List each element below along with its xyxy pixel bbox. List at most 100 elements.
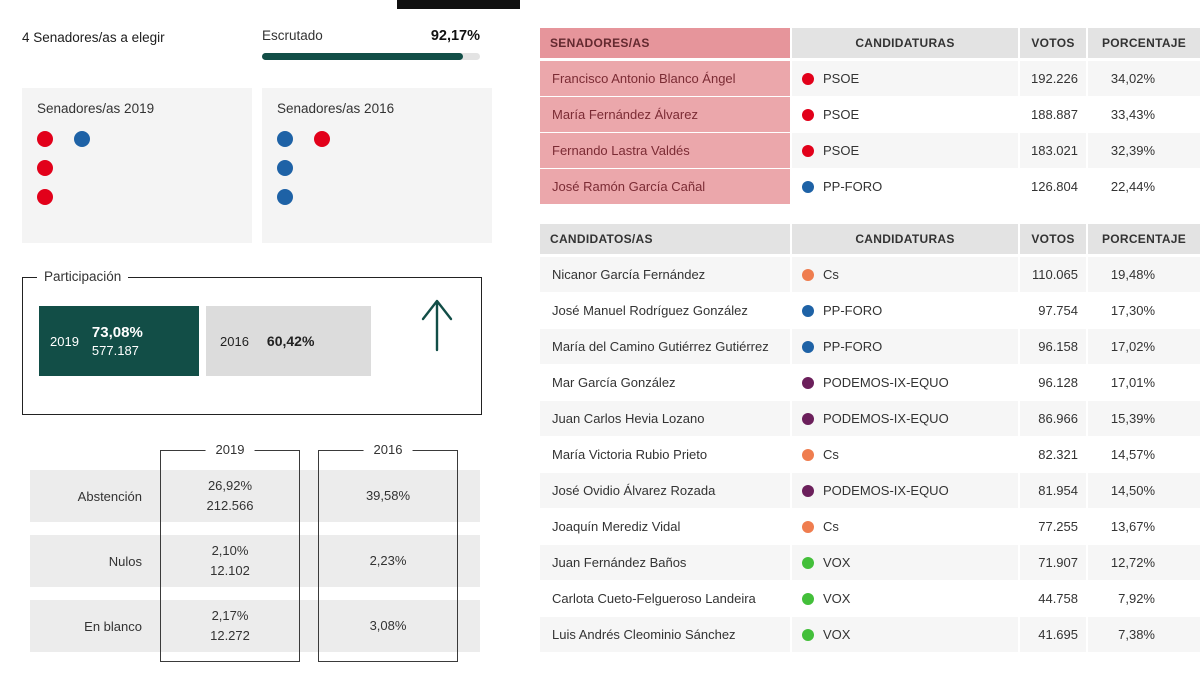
party-color-dot [802,304,814,317]
table-row: Nicanor García Fernández Cs 110.065 19,4… [540,257,1200,292]
percentage-value: 14,50% [1088,473,1200,508]
table-row: Juan Fernández Baños VOX 71.907 12,72% [540,545,1200,580]
party-label: PP-FORO [823,339,883,354]
escrutado-summary: Escrutado 92,17% [262,28,480,44]
candidatura-cell: Cs [792,437,1018,472]
seat-dot [277,131,293,147]
party-color-dot [802,412,814,425]
breakdown-2019-count: 12.102 [210,563,250,578]
breakdown-2019-box: 2019 [160,442,300,662]
participacion-2016-year: 2016 [220,333,249,349]
party-label: PSOE [823,71,860,86]
percentage-value: 34,02% [1088,61,1200,96]
seat-dot-row [277,131,477,147]
participacion-2019: 2019 73,08% 577.187 [39,306,199,376]
party-label: PSOE [823,143,860,158]
candidate-name: Juan Fernández Baños [540,545,790,580]
votes-value: 96.158 [1020,329,1086,364]
breakdown-2019-cell: 26,92% 212.566 [160,470,300,522]
party-color-dot [802,628,814,641]
percentage-value: 12,72% [1088,545,1200,580]
percentage-value: 14,57% [1088,437,1200,472]
party-color-dot [802,592,814,605]
seat-dot-row [277,189,477,205]
percentage-value: 19,48% [1088,257,1200,292]
party-color-dot [802,144,814,157]
breakdown-2016-pct: 2,23% [369,553,407,568]
votes-value: 126.804 [1020,169,1086,204]
table-row: José Ovidio Álvarez Rozada PODEMOS-IX-EQ… [540,473,1200,508]
percentage-value: 32,39% [1088,133,1200,168]
seats-to-elect-title: 4 Senadores/as a elegir [22,30,165,45]
header-votos: VOTOS [1020,28,1086,58]
seat-dot-row [37,189,237,205]
table-row: José Manuel Rodríguez González PP-FORO 9… [540,293,1200,328]
header-candidatos: CANDIDATOS/AS [540,224,790,254]
seat-dot-row [277,160,477,176]
escrutado-progress-bar [262,53,480,60]
table-row: Luis Andrés Cleominio Sánchez VOX 41.695… [540,617,1200,652]
party-label: VOX [823,627,851,642]
candidate-name: Joaquín Merediz Vidal [540,509,790,544]
votes-value: 183.021 [1020,133,1086,168]
table-row: Francisco Antonio Blanco Ángel PSOE 192.… [540,61,1200,96]
table-row: Carlota Cueto-Felgueroso Landeira VOX 44… [540,581,1200,616]
breakdown-row: Abstención 26,92% 212.566 39,58% [30,470,480,522]
candidatura-cell: PODEMOS-IX-EQUO [792,365,1018,400]
percentage-value: 17,30% [1088,293,1200,328]
seat-dot [37,131,53,147]
escrutado-value: 92,17% [430,28,480,44]
percentage-value: 13,67% [1088,509,1200,544]
breakdown-2016-pct: 3,08% [369,618,407,633]
candidatura-cell: VOX [792,617,1018,652]
percentage-value: 7,38% [1088,617,1200,652]
table-row: Juan Carlos Hevia Lozano PODEMOS-IX-EQUO… [540,401,1200,436]
candidatura-cell: VOX [792,545,1018,580]
candidate-name: Francisco Antonio Blanco Ángel [540,61,790,96]
candidatura-cell: Cs [792,257,1018,292]
party-label: Cs [823,267,839,282]
participacion-2019-year: 2019 [50,333,79,349]
party-label: PP-FORO [823,303,883,318]
header-porcentaje: PORCENTAJE [1088,28,1200,58]
candidate-name: José Ovidio Álvarez Rozada [540,473,790,508]
candidate-name: María Fernández Álvarez [540,97,790,132]
candidatos-table-header: CANDIDATOS/AS CANDIDATURAS VOTOS PORCENT… [540,224,1200,254]
escrutado-progress-fill [262,53,463,60]
breakdown-2019-pct: 26,92% [207,478,253,493]
table-row: Joaquín Merediz Vidal Cs 77.255 13,67% [540,509,1200,544]
breakdown-2019-count: 12.272 [210,628,250,643]
seats-2016-box: Senadores/as 2016 [262,88,492,243]
table-row: Mar García González PODEMOS-IX-EQUO 96.1… [540,365,1200,400]
votes-value: 82.321 [1020,437,1086,472]
participacion-2019-pct: 73,08% [91,324,143,341]
participacion-title: Participación [37,269,129,284]
seat-dot [277,160,293,176]
party-label: PP-FORO [823,179,883,194]
breakdown-2019-pct: 2,17% [211,608,249,623]
party-label: PODEMOS-IX-EQUO [823,483,949,498]
header-candidaturas: CANDIDATURAS [792,224,1018,254]
party-color-dot [802,72,814,85]
votes-value: 77.255 [1020,509,1086,544]
party-color-dot [802,268,814,281]
breakdown-2019-cell: 2,10% 12.102 [160,535,300,587]
results-tables: SENADORES/AS CANDIDATURAS VOTOS PORCENTA… [540,28,1200,653]
party-label: VOX [823,555,851,570]
votes-value: 86.966 [1020,401,1086,436]
header-porcentaje: PORCENTAJE [1088,224,1200,254]
candidatura-cell: PSOE [792,97,1018,132]
votes-value: 44.758 [1020,581,1086,616]
percentage-value: 33,43% [1088,97,1200,132]
breakdown-2019-column-header: 2019 [205,442,255,457]
breakdown-2016-column-header: 2016 [363,442,413,457]
candidate-name: Juan Carlos Hevia Lozano [540,401,790,436]
votes-value: 71.907 [1020,545,1086,580]
senadores-table-body: Francisco Antonio Blanco Ángel PSOE 192.… [540,61,1200,204]
seat-dot [37,160,53,176]
candidate-name: Nicanor García Fernández [540,257,790,292]
party-color-dot [802,556,814,569]
votes-value: 96.128 [1020,365,1086,400]
candidatura-cell: PSOE [792,61,1018,96]
party-color-dot [802,520,814,533]
